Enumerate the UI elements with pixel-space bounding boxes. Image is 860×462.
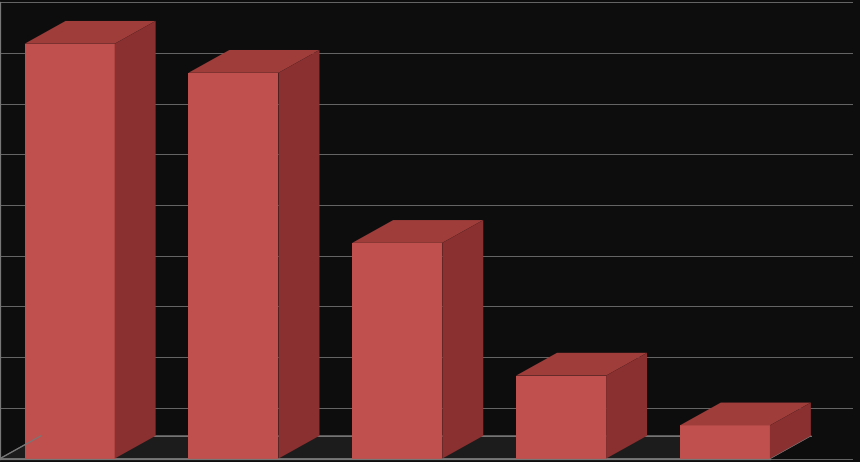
Polygon shape <box>679 402 811 426</box>
Polygon shape <box>679 426 770 459</box>
Polygon shape <box>0 436 811 459</box>
Polygon shape <box>516 376 606 459</box>
Polygon shape <box>279 50 319 459</box>
Polygon shape <box>188 50 319 73</box>
Polygon shape <box>353 243 442 459</box>
Polygon shape <box>606 353 647 459</box>
Polygon shape <box>188 73 279 459</box>
Polygon shape <box>770 402 811 459</box>
Polygon shape <box>114 21 156 459</box>
Polygon shape <box>516 353 647 376</box>
Polygon shape <box>353 220 483 243</box>
Polygon shape <box>25 21 156 44</box>
Polygon shape <box>442 220 483 459</box>
Polygon shape <box>25 44 114 459</box>
